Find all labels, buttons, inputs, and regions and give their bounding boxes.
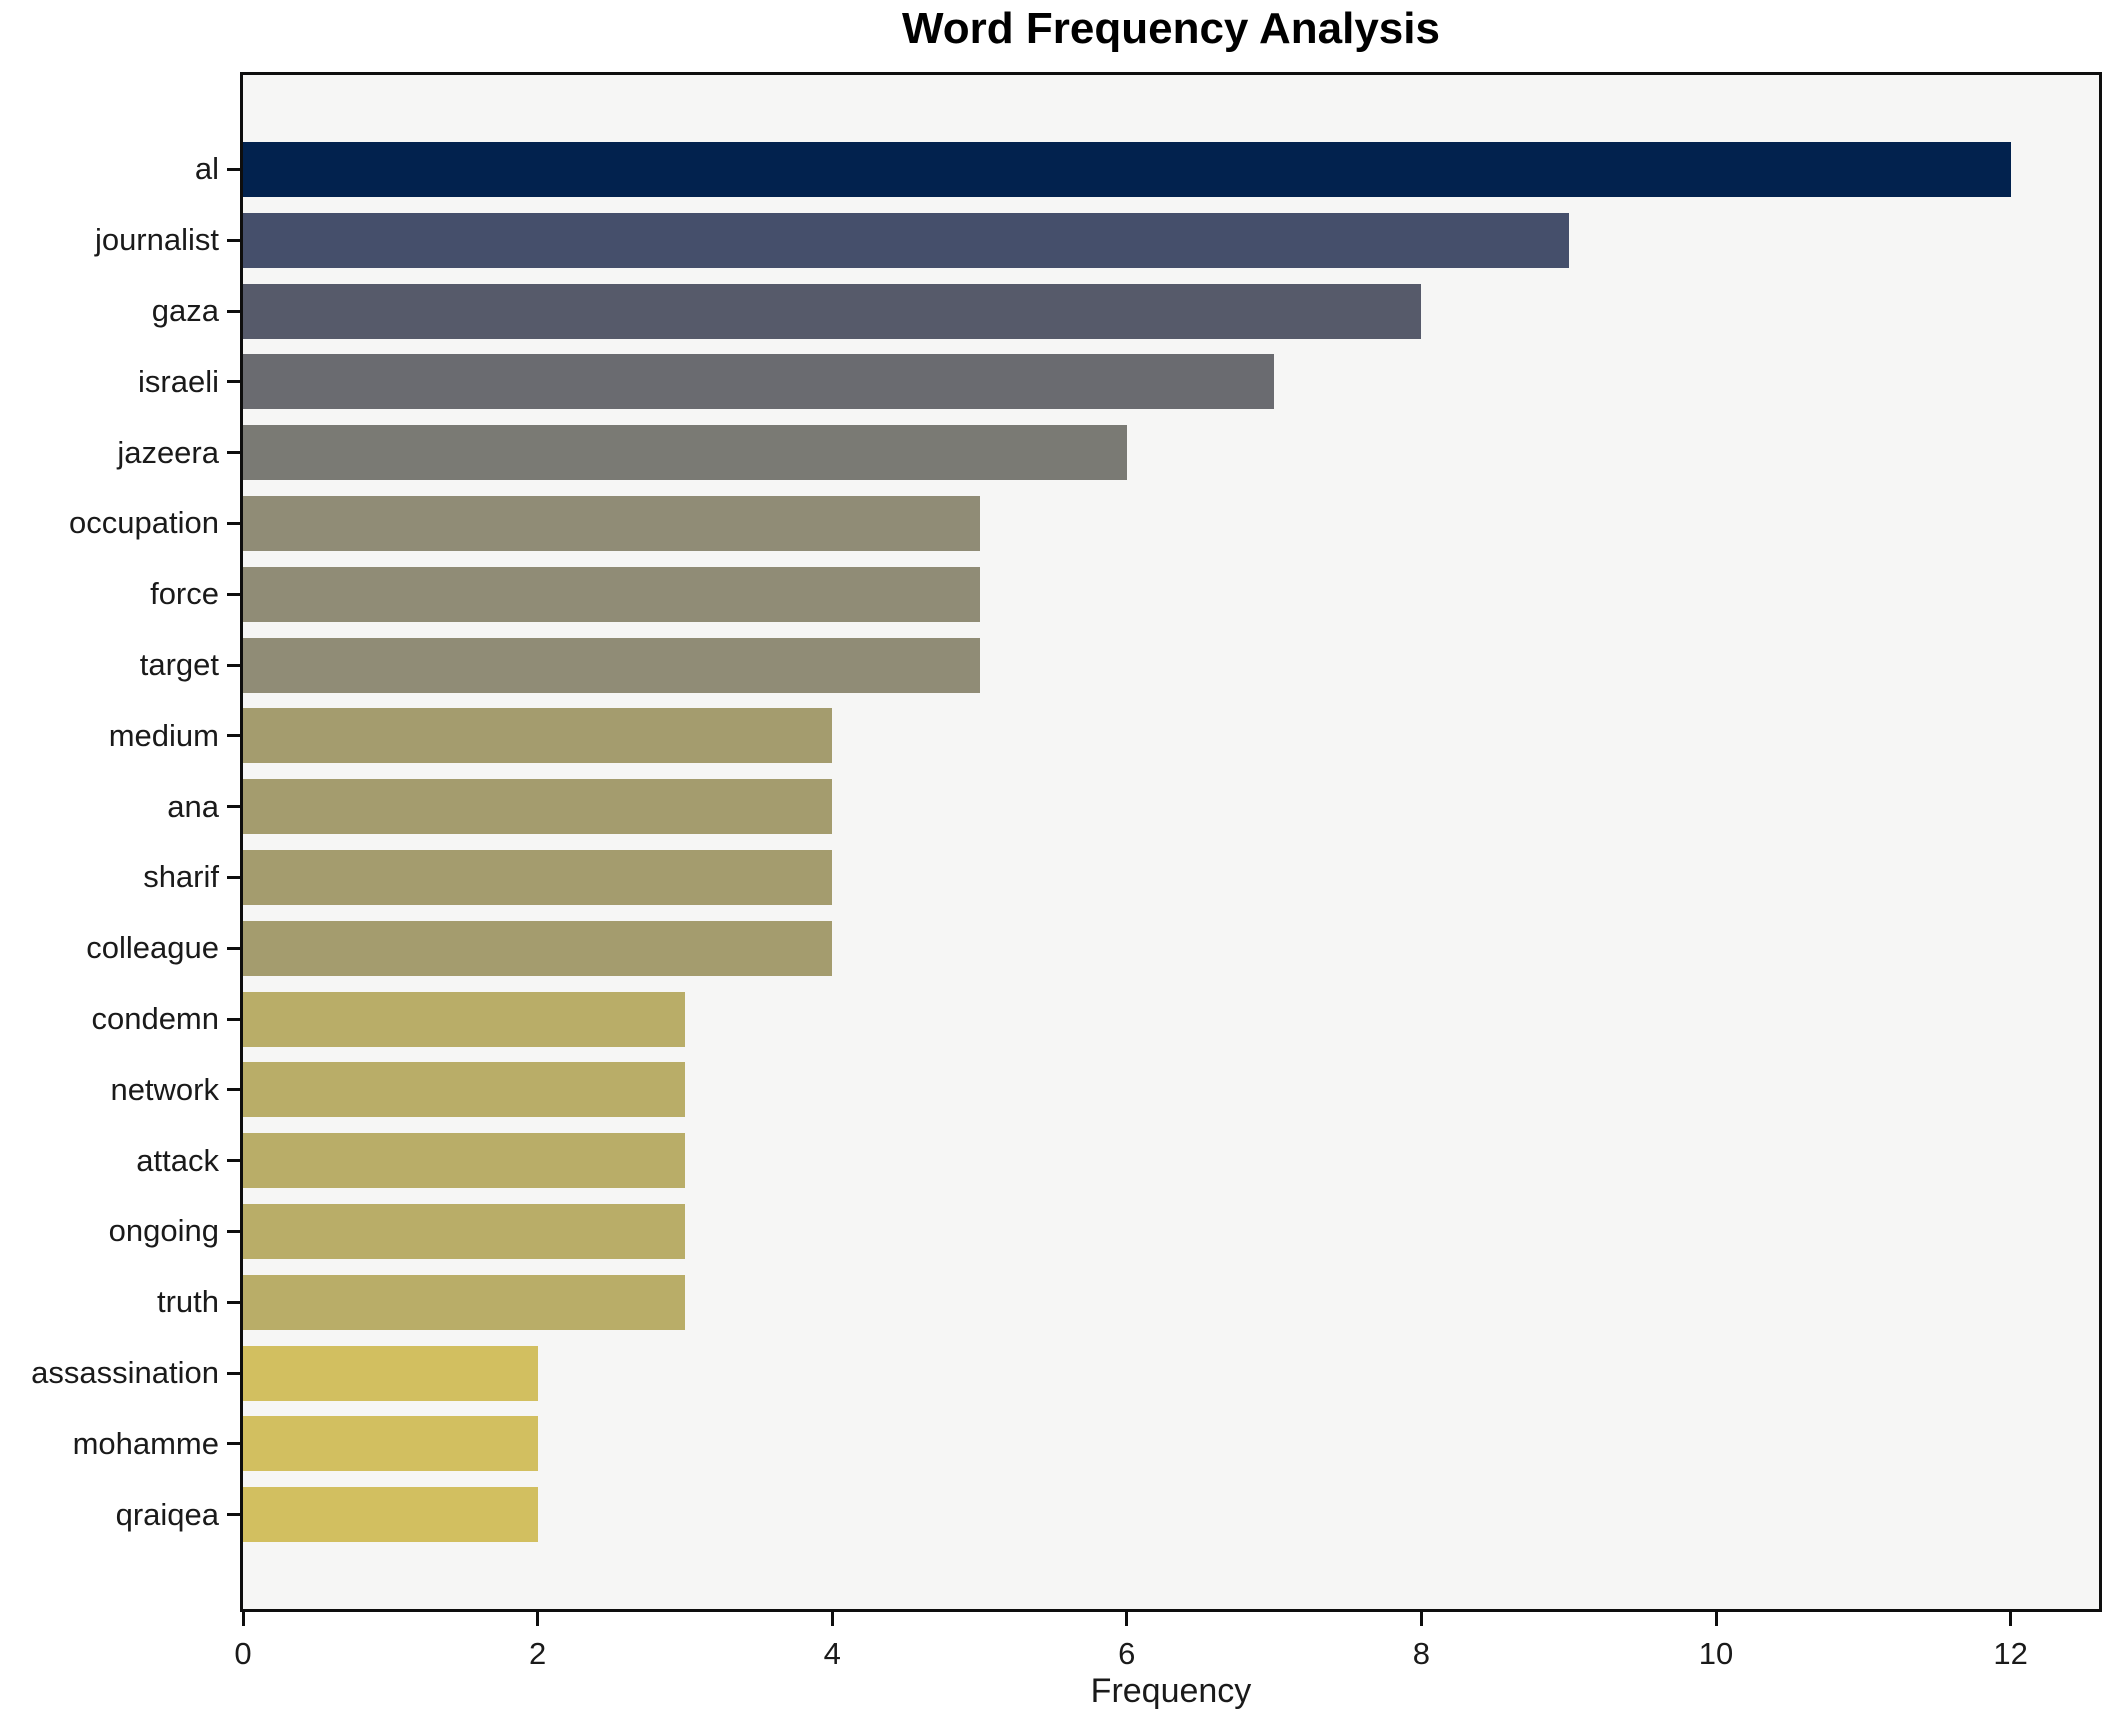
y-tick-mark: [227, 1371, 240, 1375]
bar-assassination: [243, 1345, 538, 1401]
y-tick-mark: [227, 663, 240, 667]
bar-attack: [243, 1133, 685, 1189]
y-tick-label-israeli: israeli: [138, 363, 219, 399]
bar-ana: [243, 779, 833, 835]
x-tick-mark-6: [1125, 1611, 1129, 1626]
bar-target: [243, 637, 980, 693]
y-tick-mark: [227, 734, 240, 738]
bar-occupation: [243, 495, 980, 551]
y-tick-label-attack: attack: [136, 1142, 219, 1178]
bar-ongoing: [243, 1203, 685, 1259]
bar-truth: [243, 1274, 685, 1330]
y-tick-mark: [227, 521, 240, 525]
x-tick-label-8: 8: [1412, 1636, 1431, 1671]
y-tick-label-jazeera: jazeera: [117, 434, 219, 470]
x-tick-mark-0: [241, 1611, 245, 1626]
y-tick-mark: [227, 805, 240, 809]
x-tick-label-2: 2: [528, 1636, 547, 1671]
bar-mohamme: [243, 1416, 538, 1472]
y-tick-mark: [227, 592, 240, 596]
y-tick-label-sharif: sharif: [143, 859, 219, 895]
y-tick-label-assassination: assassination: [31, 1355, 219, 1390]
bar-sharif: [243, 849, 833, 905]
y-tick-label-al: al: [194, 151, 219, 187]
y-tick-label-truth: truth: [156, 1284, 219, 1320]
y-tick-mark: [227, 1229, 240, 1233]
y-tick-label-network: network: [110, 1071, 219, 1107]
y-tick-mark: [227, 380, 240, 384]
x-axis-title: Frequency: [1090, 1672, 1252, 1710]
x-tick-mark-4: [830, 1611, 834, 1626]
y-tick-label-ana: ana: [167, 788, 219, 824]
y-tick-label-medium: medium: [108, 717, 219, 753]
y-tick-label-mohamme: mohamme: [72, 1425, 219, 1461]
bar-jazeera: [243, 425, 1127, 481]
y-tick-label-gaza: gaza: [151, 293, 219, 328]
bar-colleague: [243, 920, 833, 976]
y-tick-mark: [227, 451, 240, 455]
x-tick-mark-8: [1419, 1611, 1423, 1626]
y-tick-label-ongoing: ongoing: [108, 1213, 219, 1249]
x-tick-label-12: 12: [1993, 1636, 2028, 1671]
bar-gaza: [243, 283, 1422, 339]
y-tick-label-force: force: [150, 576, 219, 612]
bar-medium: [243, 708, 833, 764]
y-tick-mark: [227, 1513, 240, 1517]
y-tick-mark: [227, 1088, 240, 1092]
bar-network: [243, 1062, 685, 1118]
x-tick-mark-2: [536, 1611, 540, 1626]
plot-area: [240, 72, 2102, 1612]
y-tick-mark: [227, 1442, 240, 1446]
y-tick-mark: [227, 946, 240, 950]
y-tick-mark: [227, 875, 240, 879]
bar-al: [243, 141, 2011, 197]
bar-condemn: [243, 991, 685, 1047]
y-tick-mark: [227, 309, 240, 313]
bar-journalist: [243, 212, 1569, 268]
y-tick-label-occupation: occupation: [69, 505, 219, 541]
y-tick-label-condemn: condemn: [91, 1001, 219, 1036]
y-tick-label-qraiqea: qraiqea: [115, 1496, 219, 1532]
bar-force: [243, 566, 980, 622]
x-tick-label-0: 0: [234, 1636, 252, 1671]
y-tick-label-journalist: journalist: [94, 222, 219, 258]
x-tick-label-4: 4: [823, 1636, 841, 1671]
y-tick-label-colleague: colleague: [86, 930, 219, 966]
bar-qraiqea: [243, 1487, 538, 1543]
x-tick-mark-10: [1714, 1611, 1718, 1626]
bar-israeli: [243, 354, 1275, 410]
y-tick-mark: [227, 167, 240, 171]
x-tick-label-6: 6: [1118, 1636, 1136, 1671]
y-tick-mark: [227, 238, 240, 242]
y-tick-label-target: target: [139, 647, 219, 682]
y-tick-mark: [227, 1159, 240, 1163]
x-tick-mark-12: [2009, 1611, 2013, 1626]
chart-title: Word Frequency Analysis: [902, 4, 1440, 53]
y-tick-mark: [227, 1300, 240, 1304]
x-tick-label-10: 10: [1698, 1636, 1734, 1671]
y-tick-mark: [227, 1017, 240, 1021]
